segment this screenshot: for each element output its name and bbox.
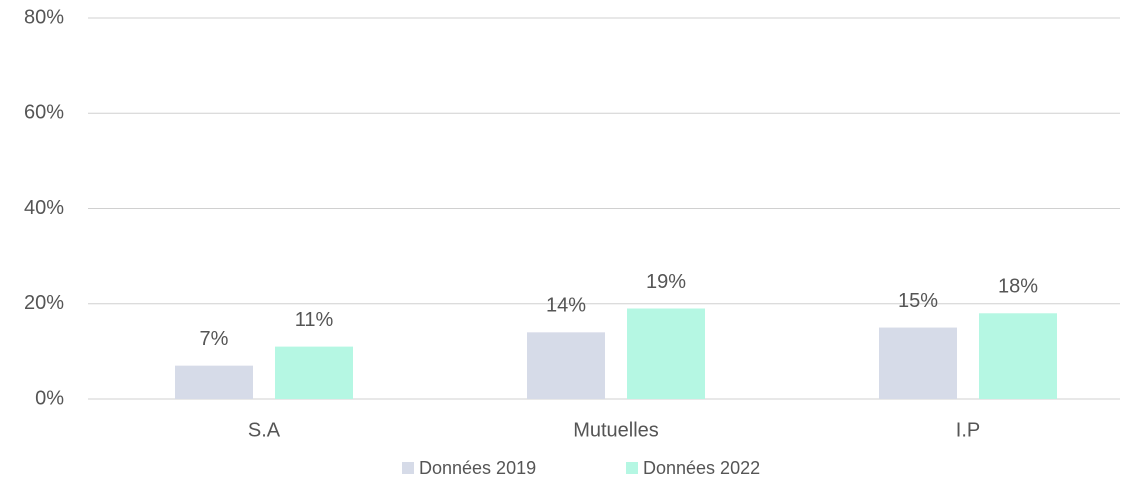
data-label: 11% [295,309,334,331]
x-tick-label: Mutuelles [573,419,659,441]
bar [175,365,253,399]
y-tick-label: 60% [24,102,64,124]
legend-label: Données 2019 [419,458,536,478]
data-label: 19% [646,271,686,293]
legend-label: Données 2022 [643,458,760,478]
legend-swatch [402,462,414,474]
bar [627,308,705,399]
bar [979,313,1057,399]
bar [879,327,957,399]
y-tick-label: 80% [24,6,64,28]
bar [527,332,605,399]
bar [275,346,353,399]
y-tick-label: 40% [24,197,64,219]
data-label: 7% [200,328,229,350]
x-tick-label: I.P [956,419,980,441]
data-label: 18% [998,276,1038,298]
y-tick-label: 0% [35,387,64,409]
y-tick-label: 20% [24,292,64,314]
data-label: 15% [898,290,938,312]
data-label: 14% [546,295,586,317]
legend-swatch [626,462,638,474]
x-tick-label: S.A [248,419,281,441]
